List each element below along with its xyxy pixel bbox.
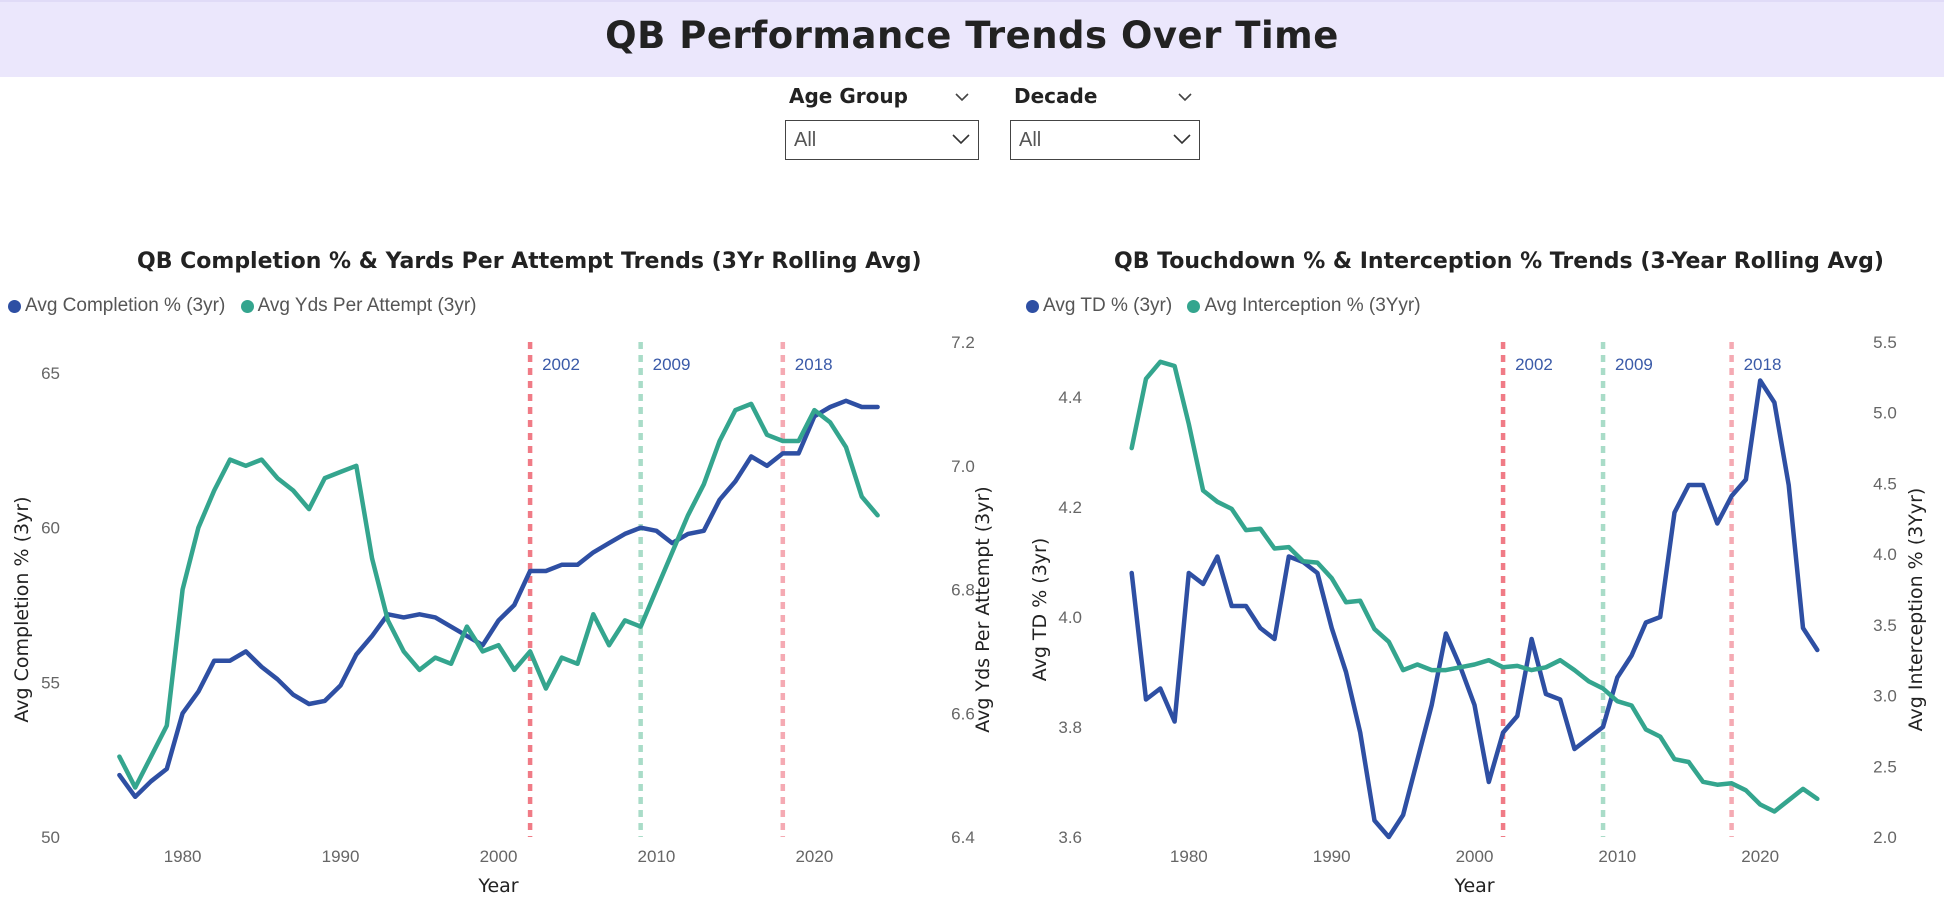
y-axis-title: Avg TD % (3yr) bbox=[1029, 538, 1051, 682]
y2-tick-label: 4.0 bbox=[1873, 545, 1897, 564]
y2-tick-label: 2.0 bbox=[1873, 828, 1897, 847]
chart-legend: Avg Completion % (3yr) Avg Yds Per Attem… bbox=[8, 295, 487, 319]
y2-tick-label: 6.4 bbox=[951, 828, 975, 847]
x-tick-label: 2000 bbox=[480, 847, 518, 866]
age-group-value: All bbox=[794, 129, 817, 151]
y-tick-label: 55 bbox=[41, 673, 60, 692]
y-tick-label: 50 bbox=[41, 828, 60, 847]
decade-slicer: Decade All bbox=[1010, 84, 1200, 164]
series-line bbox=[1129, 378, 1820, 840]
x-tick-label: 1990 bbox=[1313, 847, 1351, 866]
y2-tick-label: 5.5 bbox=[1873, 333, 1897, 352]
chevron-down-icon[interactable] bbox=[1178, 90, 1192, 104]
x-tick-label: 2000 bbox=[1456, 847, 1494, 866]
page-title: QB Performance Trends Over Time bbox=[605, 14, 1339, 57]
legend-label: Avg Interception % (3Yyr) bbox=[1204, 295, 1421, 316]
legend-label: Avg Yds Per Attempt (3yr) bbox=[257, 295, 477, 316]
y2-tick-label: 3.0 bbox=[1873, 687, 1897, 706]
x-tick-label: 2020 bbox=[1741, 847, 1779, 866]
y2-tick-label: 6.6 bbox=[951, 704, 975, 723]
y2-tick-label: 5.0 bbox=[1873, 404, 1897, 423]
x-tick-label: 1980 bbox=[164, 847, 202, 866]
annotation-label: 2002 bbox=[542, 355, 580, 374]
age-group-label: Age Group bbox=[789, 84, 908, 108]
legend-item[interactable]: Avg Interception % (3Yyr) bbox=[1187, 295, 1421, 317]
annotation-label: 2002 bbox=[1515, 355, 1553, 374]
y2-axis-title: Avg Yds Per Attempt (3yr) bbox=[972, 486, 994, 732]
x-axis-title: Year bbox=[1453, 875, 1494, 897]
decade-value: All bbox=[1019, 129, 1042, 151]
y-axis-title: Avg Completion % (3yr) bbox=[11, 496, 33, 722]
x-tick-label: 2010 bbox=[638, 847, 676, 866]
chevron-down-icon[interactable] bbox=[955, 90, 969, 104]
series-line bbox=[117, 398, 880, 800]
chart-title: QB Touchdown % & Interception % Trends (… bbox=[1114, 249, 1884, 274]
annotation-label: 2018 bbox=[795, 355, 833, 374]
y2-tick-label: 6.8 bbox=[951, 581, 975, 600]
y2-axis-title: Avg Interception % (3Yyr) bbox=[1905, 488, 1927, 732]
series-line bbox=[117, 401, 880, 790]
decade-label: Decade bbox=[1014, 84, 1098, 108]
y2-tick-label: 3.5 bbox=[1873, 616, 1897, 635]
chart-legend: Avg TD % (3yr) Avg Interception % (3Yyr) bbox=[1026, 295, 1431, 319]
age-group-dropdown[interactable]: All bbox=[785, 120, 979, 160]
y-tick-label: 3.6 bbox=[1058, 828, 1082, 847]
legend-dot bbox=[1187, 299, 1201, 313]
legend-label: Avg Completion % (3yr) bbox=[25, 295, 226, 316]
x-tick-label: 2020 bbox=[795, 847, 833, 866]
y-tick-label: 65 bbox=[41, 364, 60, 383]
y-tick-label: 4.4 bbox=[1058, 388, 1082, 407]
legend-item[interactable]: Avg TD % (3yr) bbox=[1026, 295, 1172, 317]
legend-label: Avg TD % (3yr) bbox=[1043, 295, 1173, 316]
x-tick-label: 1980 bbox=[1170, 847, 1208, 866]
chevron-down-icon bbox=[1173, 134, 1191, 145]
legend-item[interactable]: Avg Completion % (3yr) bbox=[8, 295, 225, 317]
series-line bbox=[1129, 359, 1820, 814]
y2-tick-label: 4.5 bbox=[1873, 474, 1897, 493]
legend-dot bbox=[240, 299, 254, 313]
legend-dot bbox=[8, 299, 21, 313]
y-tick-label: 4.0 bbox=[1058, 608, 1082, 627]
legend-item[interactable]: Avg Yds Per Attempt (3yr) bbox=[240, 295, 477, 317]
annotation-label: 2009 bbox=[653, 355, 691, 374]
x-tick-label: 2010 bbox=[1598, 847, 1636, 866]
decade-dropdown[interactable]: All bbox=[1010, 120, 1200, 160]
page-header: QB Performance Trends Over Time bbox=[0, 0, 1944, 77]
y-tick-label: 60 bbox=[41, 519, 60, 538]
y-tick-label: 3.8 bbox=[1058, 718, 1082, 737]
x-tick-label: 1990 bbox=[322, 847, 360, 866]
age-group-slicer: Age Group All bbox=[785, 84, 979, 164]
x-axis-title: Year bbox=[477, 875, 518, 897]
annotation-label: 2018 bbox=[1744, 355, 1782, 374]
legend-dot bbox=[1026, 299, 1039, 313]
y-tick-label: 4.2 bbox=[1058, 498, 1082, 517]
y2-tick-label: 7.0 bbox=[951, 457, 975, 476]
chart-title: QB Completion % & Yards Per Attempt Tren… bbox=[137, 249, 922, 274]
y2-tick-label: 7.2 bbox=[951, 333, 975, 352]
annotation-label: 2009 bbox=[1615, 355, 1653, 374]
chevron-down-icon bbox=[952, 134, 970, 145]
y2-tick-label: 2.5 bbox=[1873, 757, 1897, 776]
